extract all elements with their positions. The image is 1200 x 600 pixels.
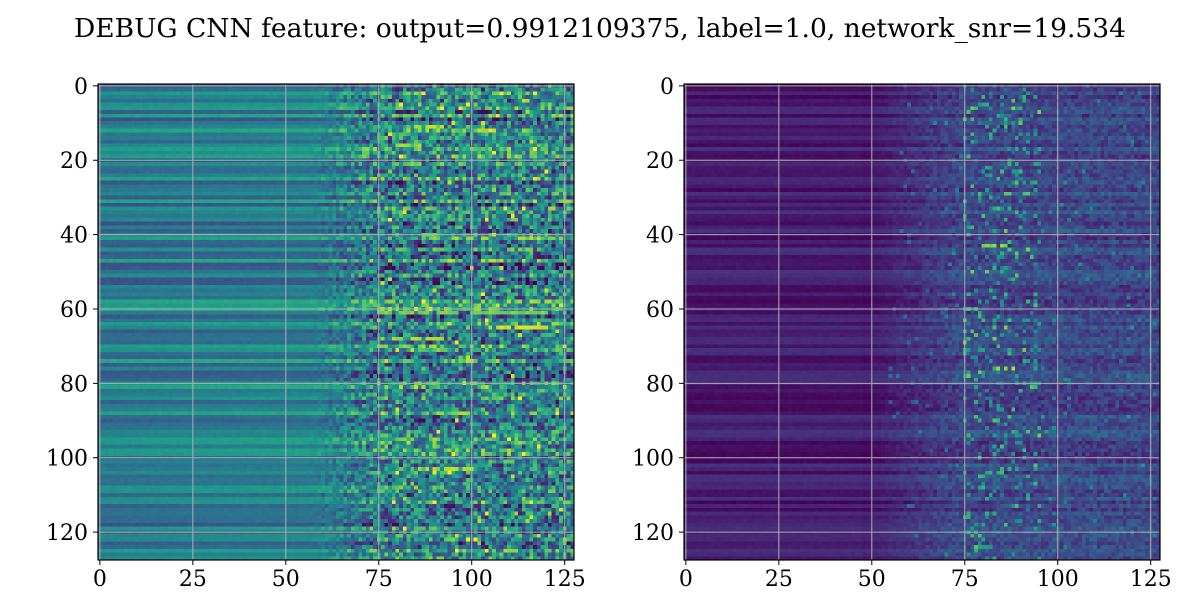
- left-heatmap-grid: [98, 84, 574, 560]
- right-heatmap-grid: [684, 84, 1160, 560]
- right-x-tick-label: 0: [679, 567, 693, 592]
- right-y-tick-label: 120: [632, 521, 674, 546]
- left-heatmap-ticks: 0 25 50 75 100 125 0 20 40 60 80 100 120: [46, 75, 586, 592]
- right-y-tick-label: 100: [632, 447, 674, 472]
- left-heatmap-panel: 0 25 50 75 100 125 0 20 40 60 80 100 120: [46, 75, 586, 592]
- right-x-tick-label: 125: [1130, 567, 1172, 592]
- right-x-tick-label: 100: [1037, 567, 1079, 592]
- left-y-tick-label: 80: [60, 372, 88, 397]
- right-heatmap-ticks: 0 25 50 75 100 125 0 20 40 60 80 100 120: [632, 75, 1172, 592]
- right-y-tick-label: 20: [646, 149, 674, 174]
- right-x-tick-label: 50: [858, 567, 886, 592]
- left-y-tick-label: 0: [74, 75, 88, 100]
- left-heatmap-frame: [97, 83, 575, 561]
- right-y-tick-label: 80: [646, 372, 674, 397]
- left-x-tick-label: 0: [93, 567, 107, 592]
- right-x-tick-label: 25: [765, 567, 793, 592]
- left-y-tick-label: 40: [60, 224, 88, 249]
- left-x-tick-label: 25: [179, 567, 207, 592]
- left-y-tick-label: 120: [46, 521, 88, 546]
- left-x-tick-label: 50: [272, 567, 300, 592]
- right-heatmap-frame: [683, 83, 1161, 561]
- right-y-tick-label: 40: [646, 224, 674, 249]
- left-y-tick-label: 100: [46, 447, 88, 472]
- left-x-tick-label: 125: [544, 567, 586, 592]
- left-x-tick-label: 75: [365, 567, 393, 592]
- left-x-tick-label: 100: [451, 567, 493, 592]
- right-y-tick-label: 60: [646, 298, 674, 323]
- right-heatmap-image: [684, 84, 1160, 560]
- chart-title: DEBUG CNN feature: output=0.9912109375, …: [74, 13, 1126, 44]
- right-y-tick-label: 0: [660, 75, 674, 100]
- left-heatmap-image: [98, 84, 574, 560]
- left-y-tick-label: 60: [60, 298, 88, 323]
- left-y-tick-label: 20: [60, 149, 88, 174]
- right-heatmap-panel: 0 25 50 75 100 125 0 20 40 60 80 100 120: [632, 75, 1172, 592]
- right-x-tick-label: 75: [951, 567, 979, 592]
